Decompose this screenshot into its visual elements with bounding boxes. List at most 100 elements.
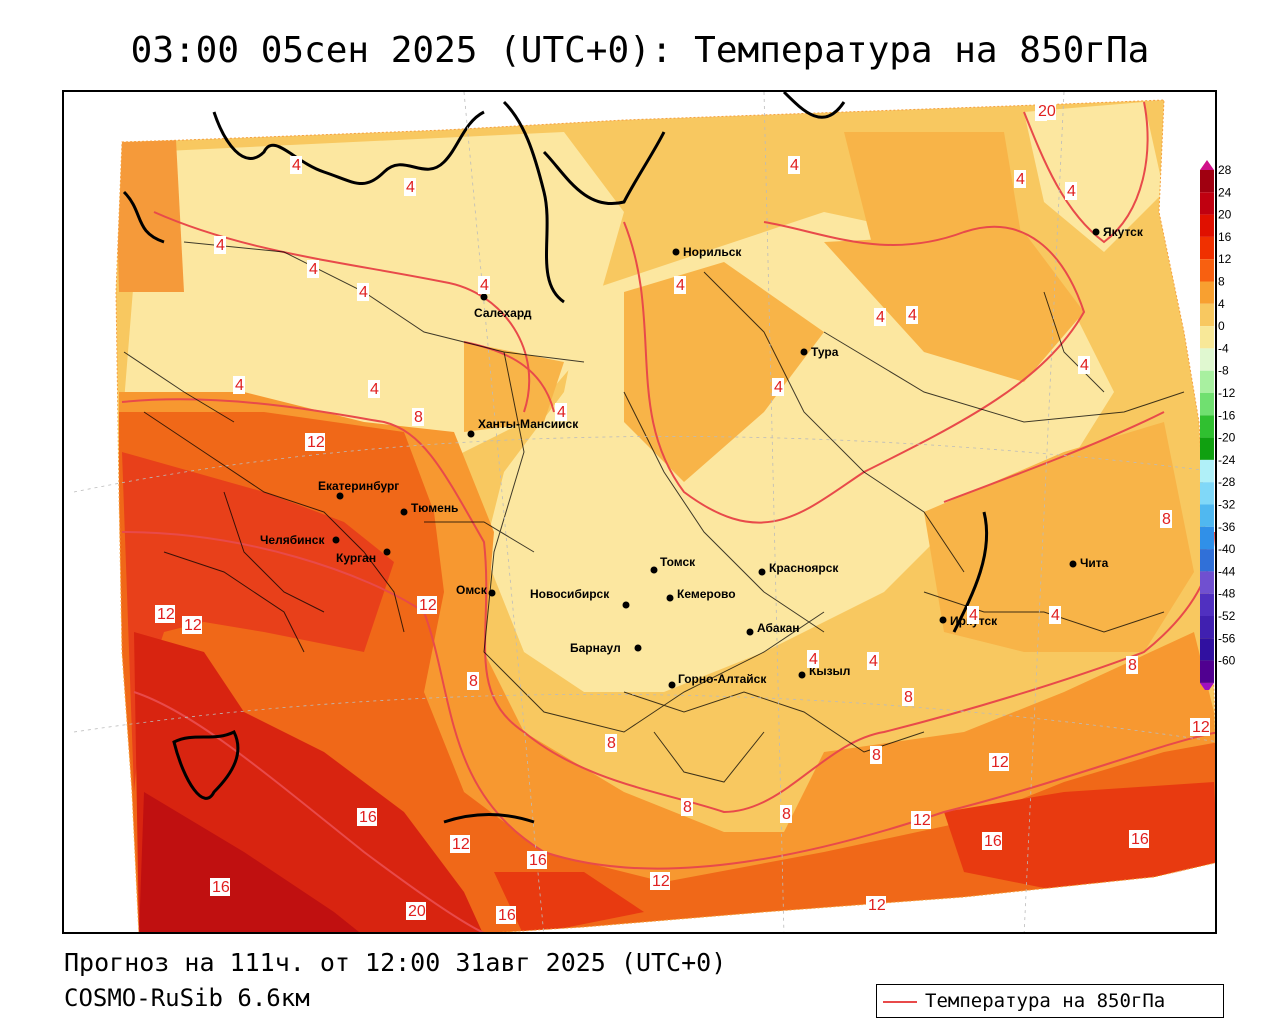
isoline-label: 4 [292,157,301,174]
colorbar-swatch [1200,504,1214,527]
colorbar-tick-label: 8 [1218,275,1225,289]
city-tyumen[interactable]: Тюмень [400,501,459,516]
isoline-label-bg [906,306,918,324]
colorbar-swatch [1200,281,1214,304]
city-kurgan[interactable]: Курган [336,548,391,566]
isoline-label: 4 [480,277,489,294]
isoline-label-bg [902,688,914,706]
colorbar-tick-label: -24 [1218,453,1236,467]
svg-text:Абакан: Абакан [757,621,800,635]
isoline-label: 16 [529,852,547,869]
isoline-label: 4 [809,651,818,668]
temperature-colorbar: 28 24 20 16 12 8 4 0 -4 -8 -12 -16 -20 -24 -28 -32 -36 -4… [1200,160,1280,693]
isoline-label-bg [555,403,567,421]
colorbar-swatch [1200,549,1214,572]
city-kyzyl[interactable]: Кызыл [798,664,851,679]
isoline-label-bg [870,746,882,764]
isoline-label-bg [874,308,886,326]
isoline-label: 16 [498,907,516,924]
isoline-label: 16 [984,833,1002,850]
isoline-label-bg [1065,182,1077,200]
isoline-label-bg [417,596,437,614]
colorbar-swatch [1200,370,1214,393]
city-barnaul[interactable]: Барнаул [570,641,642,655]
svg-text:Чита: Чита [1080,556,1109,570]
colorbar-tick-label: 4 [1218,297,1225,311]
colorbar-tick-label: -32 [1218,498,1236,512]
map-legend: Температура на 850гПа [876,984,1224,1018]
isoline-label: 12 [1192,719,1210,736]
colorbar-tick-label: -36 [1218,520,1236,534]
isoline-label: 8 [904,689,913,706]
isoline-label-bg [967,606,979,624]
isoline-label-bg [527,851,547,869]
isoline-label-bg [1126,656,1138,674]
isoline-label: 20 [1038,103,1056,120]
svg-text:Челябинск: Челябинск [260,533,325,547]
isoline-label-bg [866,896,886,914]
isoline-label-bg [681,798,693,816]
city-tomsk[interactable]: Томск [650,555,697,574]
city-abakan[interactable]: Абакан [746,621,800,636]
colorbar-tick-label: 20 [1218,208,1232,222]
isoline-label-bg [290,156,302,174]
isoline-label-bg [450,835,470,853]
colorbar-tick-label: 28 [1218,163,1232,177]
city-tura[interactable]: Тура [800,345,839,359]
isoline-label-bg [1049,606,1061,624]
isoline-label-bg [650,872,670,890]
isoline-label: 8 [1162,511,1171,528]
svg-text:Курган: Курган [336,551,376,565]
isoline-label: 4 [370,381,379,398]
colorbar-swatch [1200,526,1214,550]
isoline-label: 12 [652,873,670,890]
colorbar-tick-label: -44 [1218,564,1236,578]
isoline-label: 4 [774,379,783,396]
isoline-label: 16 [212,879,230,896]
isoline-label-bg [210,878,230,896]
city-kemerovo[interactable]: Кемерово [666,587,736,602]
city-gorno-altaysk[interactable]: Горно-Алтайск [668,672,768,689]
svg-text:Тюмень: Тюмень [411,501,458,515]
graticule [73,92,1215,932]
city-novosibirsk[interactable]: Новосибирск [530,587,630,609]
city-krasnoyarsk[interactable]: Красноярск [758,561,840,576]
isoline-label-bg [867,652,879,670]
colorbar-swatch [1200,214,1214,237]
isoline-label-bg [214,236,226,254]
temperature-field [116,100,1215,932]
isoline-label-bg [467,672,479,690]
city-yekaterinburg[interactable]: Екатеринбург [318,479,399,500]
isoline-label: 4 [1051,607,1060,624]
colorbar-swatch [1200,326,1214,349]
isoline-label-bg [182,616,202,634]
isoline-label: 12 [452,836,470,853]
colorbar-swatch [1200,348,1214,371]
isoline-label: 8 [607,735,616,752]
isoline-label: 16 [359,809,377,826]
city-chelyabinsk[interactable]: Челябинск [260,533,340,547]
isoline-label: 4 [1067,183,1076,200]
city-norilsk[interactable]: Норильск [672,245,743,259]
temperature-map[interactable]: Норильск Якутск Салехард Тура Ханты-Манс… [62,90,1217,934]
isoline-label-bg [807,650,819,668]
city-yakutsk[interactable]: Якутск [1092,225,1144,239]
isoline-label: 4 [309,261,318,278]
colorbar-swatch [1200,170,1214,193]
coastlines [122,92,989,824]
colorbar-tick-label: -12 [1218,386,1236,400]
city-omsk[interactable]: Омск [456,583,496,597]
isoline-label-bg [496,906,516,924]
svg-text:Екатеринбург: Екатеринбург [318,479,399,493]
city-khanty-mansiysk[interactable]: Ханты-Мансийск [467,417,580,438]
city-chita[interactable]: Чита [1069,556,1109,570]
colorbar-swatch [1200,593,1214,616]
isoline-label: 4 [359,284,368,301]
colorbar-tick-label: -20 [1218,431,1236,445]
svg-text:Новосибирск: Новосибирск [530,587,610,601]
isoline-label: 4 [908,307,917,324]
city-salekhard[interactable]: Салехард [474,293,532,321]
colorbar-tick-label: -8 [1218,364,1229,378]
colorbar-tick-label: 0 [1218,319,1225,333]
colorbar-tick-label: 24 [1218,185,1232,199]
